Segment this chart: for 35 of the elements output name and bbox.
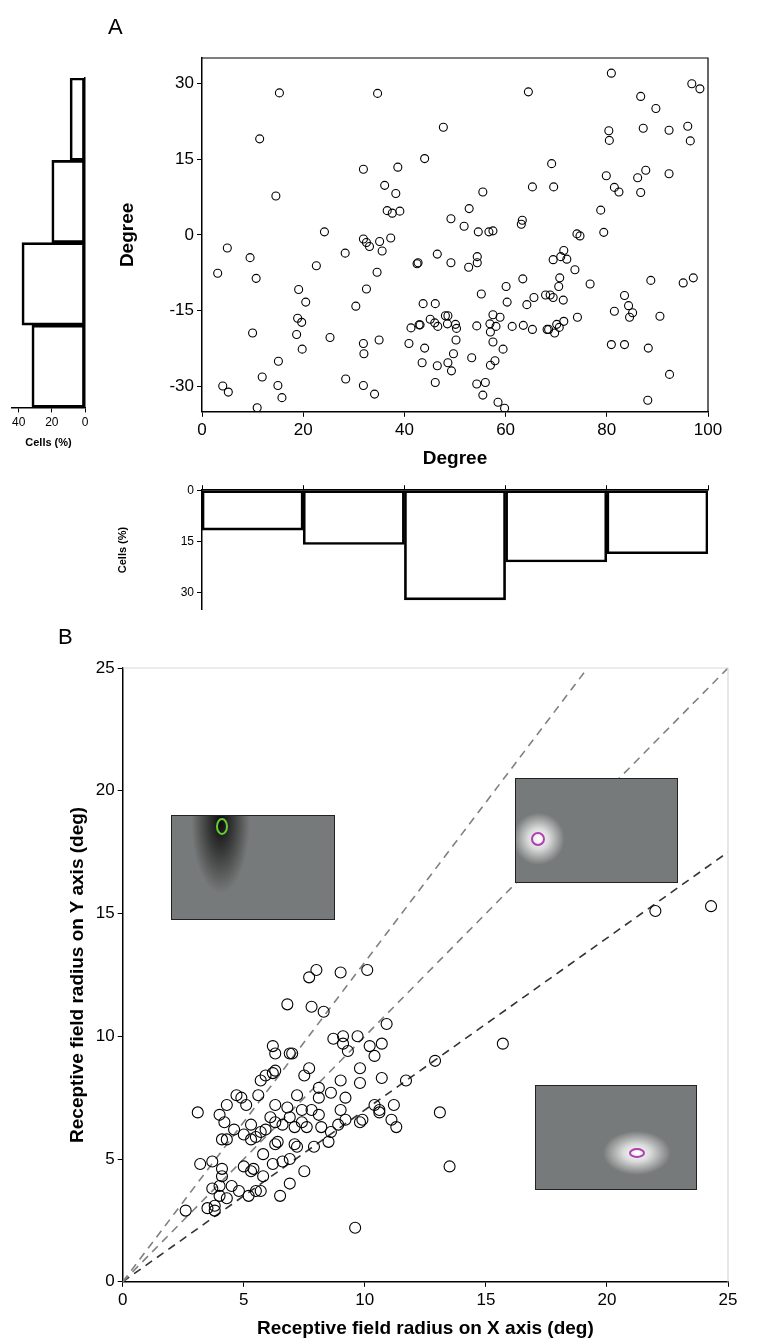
x-tick-label: 0 [81,414,89,429]
y-tick-label: 20 [95,780,115,800]
x-tick-label: 40 [11,414,26,429]
x-tick-label: 10 [355,1289,375,1309]
y-tick-label: 0 [184,224,194,244]
x-axis-title: Receptive field radius on X axis (deg) [256,1316,594,1338]
y-tick-label: 15 [175,148,194,168]
y-tick-label: 0 [187,482,195,497]
y-tick-label: 30 [180,585,195,600]
x-axis-title: Degree [422,446,488,468]
chart-title: B [58,624,73,650]
y-axis-title: Degree [115,202,137,268]
y-tick-label: -30 [169,376,194,396]
y-tick-label: 15 [95,903,115,923]
y-tick-label: 15 [180,533,195,548]
x-tick-label: 5 [239,1289,249,1309]
x-tick-label: 25 [718,1289,738,1309]
x-tick-label: 60 [496,419,516,439]
y-axis-title: Receptive field radius on Y axis (deg) [65,806,87,1143]
y-tick-label: 30 [175,72,194,92]
x-tick-label: 15 [476,1289,496,1309]
x-tick-label: 100 [693,419,723,439]
y-tick-label: -15 [169,300,194,320]
y-axis-title: Cells (%) [115,526,128,574]
y-tick-label: 25 [95,657,115,677]
x-tick-label: 20 [293,419,313,439]
x-tick-label: 20 [597,1289,617,1309]
y-tick-label: 0 [105,1271,115,1291]
x-axis-title: Cells (%) [25,436,73,449]
x-tick-label: 80 [597,419,617,439]
y-tick-label: 10 [95,1025,115,1045]
chart-title: A [108,14,123,40]
y-tick-label: 5 [105,1148,115,1168]
x-tick-label: 20 [45,414,59,429]
x-tick-label: 40 [394,419,414,439]
